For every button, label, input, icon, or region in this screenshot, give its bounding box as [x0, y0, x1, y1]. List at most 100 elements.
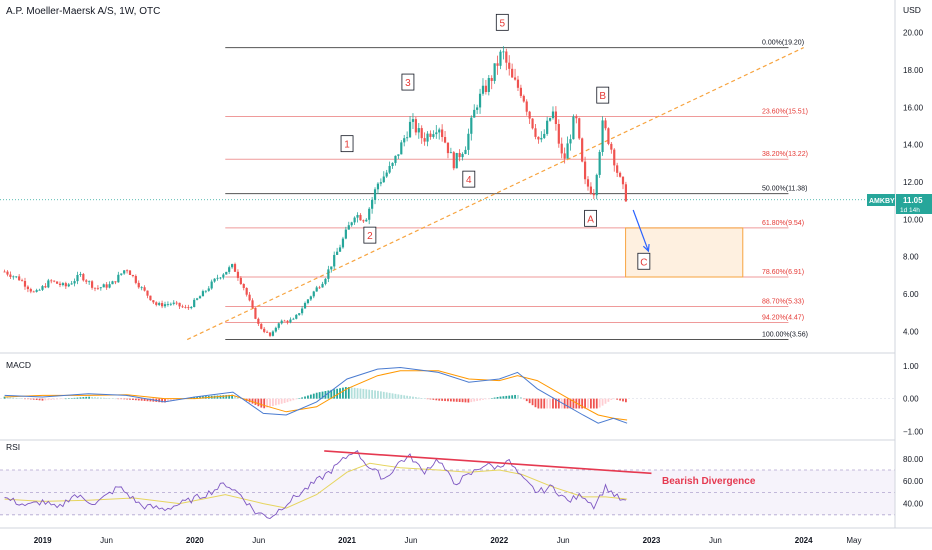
wave-label: 3	[401, 73, 415, 91]
macd-histogram-bar	[452, 398, 455, 402]
candle-body	[621, 176, 625, 185]
macd-histogram-bar	[274, 398, 277, 406]
macd-histogram-bar	[598, 398, 601, 408]
candle-body	[303, 303, 307, 309]
last-price-value: 11.05	[903, 196, 923, 205]
candle-body	[379, 182, 382, 184]
candle-body	[458, 152, 461, 158]
macd-histogram-bar	[50, 398, 53, 400]
candle-body	[516, 79, 520, 88]
macd-histogram-bar	[330, 389, 333, 399]
candle-body	[411, 119, 415, 122]
candle-body	[201, 291, 205, 297]
macd-histogram-bar	[531, 398, 534, 406]
macd-histogram-bar	[537, 398, 540, 409]
macd-histogram-bar	[286, 398, 289, 403]
macd-histogram-bar	[508, 395, 511, 399]
candle-body	[338, 247, 342, 252]
fib-level-label: 0.00%(19.20)	[762, 40, 804, 47]
wave-label: C	[637, 252, 651, 270]
candle-body	[125, 270, 129, 272]
macd-histogram-bar	[327, 390, 330, 399]
macd-histogram-bar	[41, 398, 44, 401]
macd-histogram-bar	[534, 398, 537, 408]
macd-histogram-bar	[525, 398, 528, 402]
candle-body	[76, 274, 79, 282]
macd-histogram-bar	[97, 397, 99, 399]
candle-body	[306, 299, 310, 304]
candle-body	[330, 266, 333, 270]
macd-histogram-bar	[164, 398, 166, 403]
candle-body	[231, 264, 234, 268]
candle-body	[96, 287, 100, 289]
wave-label-box	[637, 252, 651, 270]
candle-body	[589, 186, 593, 194]
macd-histogram-bar	[622, 398, 624, 402]
macd-line	[4, 366, 628, 424]
candle-body	[295, 314, 298, 319]
candle-body	[528, 111, 531, 119]
macd-histogram-bar	[610, 398, 613, 400]
candle-body	[484, 85, 487, 92]
wave-label-text: 1	[344, 140, 350, 151]
candle-body	[292, 318, 295, 320]
candle-body	[41, 286, 44, 290]
candle-body	[195, 298, 199, 300]
candle-body	[216, 277, 219, 279]
candle-body	[23, 280, 27, 287]
candle-body	[496, 63, 499, 66]
candle-body	[333, 254, 336, 267]
candle-body	[219, 277, 222, 279]
candle-body	[137, 282, 140, 288]
macd-histogram-bar	[476, 398, 479, 401]
candle-body	[487, 78, 490, 92]
candle-body	[190, 307, 193, 309]
candle-body	[140, 287, 143, 289]
macd-histogram-bar	[342, 387, 344, 399]
fib-level-label: 38.20%(13.22)	[762, 151, 808, 158]
candle-body	[359, 214, 362, 221]
wave-label-text: 4	[466, 175, 472, 186]
macd-histogram-bar	[12, 397, 15, 399]
candle-body	[452, 152, 455, 169]
candle-body	[478, 93, 482, 108]
candle-body	[543, 133, 546, 138]
macd-histogram-bar	[161, 398, 163, 403]
candle-body	[146, 290, 149, 296]
bar-countdown: 1d 14h	[900, 207, 920, 214]
macd-histogram-bar	[53, 398, 56, 400]
macd-histogram-bar	[146, 398, 149, 402]
macd-histogram-bar	[522, 398, 525, 400]
candle-body	[117, 274, 120, 283]
macd-histogram-bar	[455, 398, 458, 402]
wave-label: 5	[495, 13, 509, 31]
macd-histogram-bar	[158, 398, 161, 403]
macd-histogram-bar	[566, 398, 569, 409]
wave-label-box	[462, 170, 476, 188]
candle-body	[598, 151, 601, 175]
macd-histogram-bar	[277, 398, 280, 405]
macd-histogram-bar	[625, 398, 627, 403]
wave-label: B	[596, 86, 610, 104]
macd-histogram-bar	[362, 388, 365, 399]
candle-body	[341, 238, 345, 248]
macd-histogram-bar	[140, 398, 143, 401]
macd-histogram-bar	[169, 398, 172, 402]
candle-body	[204, 290, 207, 292]
trendline	[186, 47, 804, 341]
macd-histogram-bar	[406, 395, 409, 399]
currency-label: USD	[903, 5, 921, 15]
candle-body	[586, 179, 590, 187]
candle-body	[548, 118, 552, 121]
candle-body	[111, 281, 114, 285]
candle-body	[70, 283, 73, 285]
macd-histogram-bar	[487, 398, 490, 400]
candle-body	[12, 276, 15, 278]
candle-body	[20, 280, 24, 282]
candle-body	[499, 51, 502, 66]
x-tick-label: 2021	[338, 536, 356, 545]
macd-histogram-bar	[581, 398, 584, 409]
candle-body	[522, 95, 525, 102]
candle-body	[123, 270, 126, 274]
macd-histogram-bar	[391, 393, 394, 399]
